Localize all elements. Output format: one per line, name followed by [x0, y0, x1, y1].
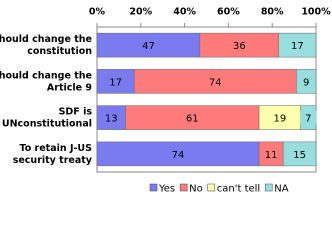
- category-label: SDF is UNconstitutional: [2, 106, 92, 129]
- category-label: Should change the constitution: [0, 34, 92, 57]
- value-label-box: [271, 110, 288, 125]
- value-label-box: [289, 38, 306, 53]
- value-label: 9: [303, 77, 309, 88]
- value-label: 47: [142, 41, 155, 52]
- value-label: 15: [293, 150, 306, 161]
- value-label-box: [170, 146, 187, 161]
- legend-label: Yes: [158, 184, 175, 195]
- x-tick-label: 80%: [261, 7, 284, 18]
- x-tick-label: 20%: [129, 7, 152, 18]
- x-tick-label: 40%: [173, 7, 196, 18]
- value-label: 17: [109, 77, 122, 88]
- value-label-box: [103, 110, 120, 125]
- legend-label: No: [189, 184, 203, 195]
- value-label-box: [207, 74, 224, 89]
- value-label-box: [107, 74, 124, 89]
- legend: Yes No can't tell NA: [149, 183, 289, 195]
- category-label: Should change the Article 9: [0, 70, 92, 93]
- value-label-box: [140, 38, 157, 53]
- value-label: 19: [273, 114, 286, 125]
- value-label: 17: [291, 41, 304, 52]
- x-tick-label: 60%: [217, 7, 240, 18]
- x-tick-label: 0%: [89, 7, 106, 18]
- value-label-box: [231, 38, 248, 53]
- legend-swatch: [179, 183, 188, 192]
- legend-swatch: [207, 183, 216, 192]
- x-tick-label: 100%: [301, 7, 331, 18]
- legend-label: NA: [274, 184, 288, 195]
- category-label: To retain J-US security treaty: [13, 142, 93, 165]
- value-label: 61: [186, 114, 199, 125]
- value-label: 7: [305, 114, 311, 125]
- value-label: 13: [105, 114, 118, 125]
- chart: 0% 20% 40% 60% 80% 100% Should change the const…: [0, 7, 331, 195]
- value-label: 74: [172, 150, 185, 161]
- value-label-box: [298, 74, 315, 89]
- value-label: 11: [265, 150, 278, 161]
- value-label-box: [184, 110, 201, 125]
- value-label: 36: [233, 41, 246, 52]
- value-label-box: [263, 146, 280, 161]
- value-label: 74: [209, 77, 222, 88]
- legend-swatch: [149, 183, 158, 192]
- legend-label: can't tell: [217, 184, 260, 195]
- value-label-box: [291, 146, 308, 161]
- value-label-box: [300, 110, 317, 125]
- legend-swatch: [264, 183, 273, 192]
